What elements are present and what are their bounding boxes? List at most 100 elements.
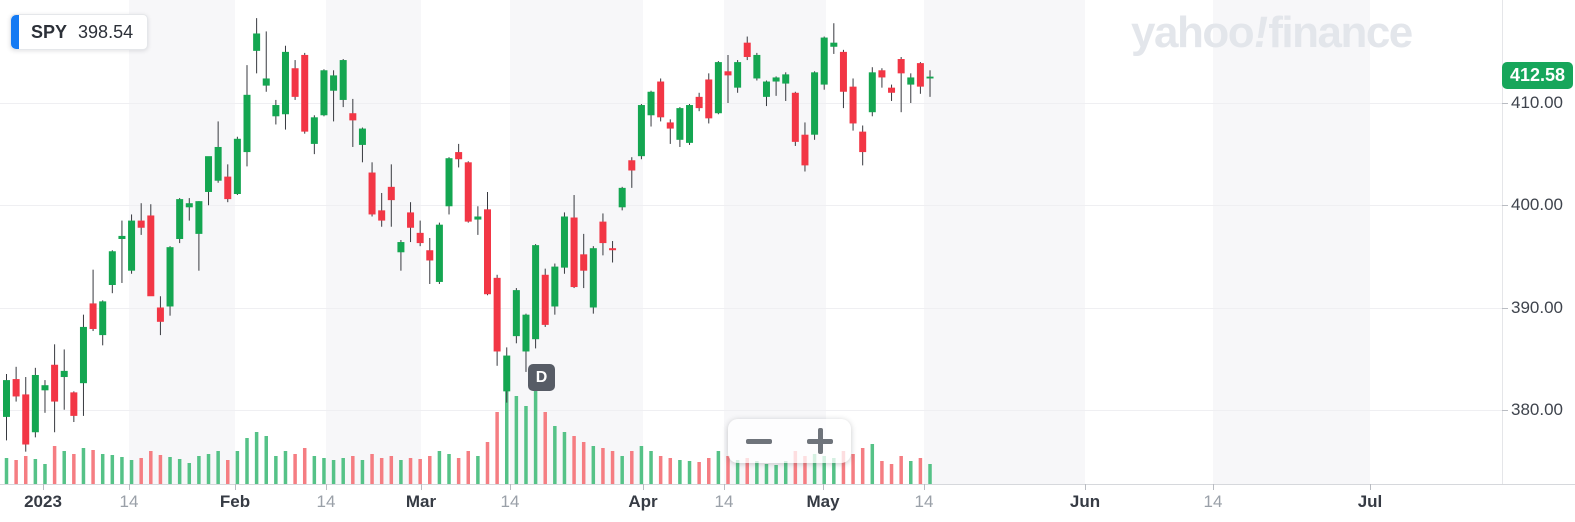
candle-body [426,250,434,261]
volume-bar [216,451,220,484]
candle-body [897,59,905,74]
volume-bar [870,444,875,484]
candle-body [243,94,251,153]
volume-bar [312,456,317,484]
candle-body [118,235,126,239]
volume-bar [235,451,240,484]
candle-body [214,146,222,181]
volume-bar [514,396,519,484]
volume-bar [707,458,711,484]
candle-body [474,216,482,220]
bg-stripe [924,0,1085,484]
volume-bar [4,458,9,484]
candle-body [811,72,819,135]
volume-bar [793,451,798,484]
candle-body [41,385,49,391]
volume-bar [880,461,884,484]
candle-body [330,75,338,91]
volume-bar [591,446,596,484]
bg-stripe [129,0,235,484]
volume-bar [52,446,57,484]
volume-bar [601,448,605,484]
candle-body [714,62,722,114]
volume-bar [177,459,182,484]
volume-bar [630,451,634,484]
candle-body [301,54,309,132]
candle-body [676,108,684,140]
volume-bar [755,461,759,484]
candle-body [839,51,847,92]
candle-body [31,374,39,433]
candle-body [503,355,511,392]
candle-body [128,220,136,271]
time-axis-label: Jun [1069,492,1101,511]
volume-bar [33,459,38,484]
candle-body [695,96,703,109]
volume-bar [803,456,807,484]
zoom-controls [728,419,851,463]
volume-bar [428,456,432,484]
time-axis-label: 2023 [24,492,62,511]
volume-bar [745,458,749,484]
volume-bar [370,454,374,484]
volume-bar [918,458,923,484]
candle-body [580,254,588,271]
candle-body [791,92,799,142]
candle-body [859,131,867,153]
symbol-legend-chip[interactable]: SPY 398.54 [10,14,149,50]
zoom-out-button[interactable] [739,421,779,461]
candle-body [849,86,857,124]
volume-bar [466,451,471,484]
volume-bar [543,412,547,484]
candle-body [378,210,386,221]
zoom-in-button[interactable] [800,421,840,461]
candle-body [916,63,924,87]
candle-body [435,224,443,282]
legend-accent-bar [11,15,19,49]
volume-bar [533,389,538,484]
watermark-part1: yahoo [1131,8,1255,57]
candle-body [70,392,78,416]
volume-bar [899,456,903,484]
legend-symbol: SPY [31,21,68,42]
candle-body [830,42,838,47]
price-axis-label: 380.00 [1511,400,1563,419]
volume-bar [379,458,384,484]
candle-body [926,76,934,79]
time-axis-label: Apr [628,492,658,511]
volume-bar [331,460,336,484]
candle-body [397,242,405,253]
volume-bar [322,458,326,484]
volume-bar [110,455,115,484]
candle-body [820,37,828,85]
volume-bar [389,456,394,484]
price-axis-label: 410.00 [1511,93,1563,112]
candle-body [137,220,145,228]
volume-bar [860,448,865,484]
candle-body [166,247,174,307]
candle-body [801,134,809,166]
candle-body [89,303,97,329]
candle-body [551,266,559,307]
volume-bar [226,460,230,484]
volume-bar [783,461,788,484]
candle-body [772,77,780,82]
volume-bar [129,460,134,484]
volume-bar [485,442,490,484]
price-axis-label: 400.00 [1511,195,1563,214]
volume-bar [437,451,442,484]
volume-bar [764,464,769,484]
candle-body [686,105,694,143]
candle-body [637,105,645,157]
dividend-marker[interactable]: D [528,364,555,391]
candle-body [493,277,501,352]
candle-body [888,87,896,93]
volume-bar [91,450,95,484]
candle-body [753,54,761,79]
candle-body [907,77,915,85]
candle-body [349,113,357,121]
volume-bar [841,451,846,484]
candle-body [599,221,607,244]
volume-bar [476,456,480,484]
